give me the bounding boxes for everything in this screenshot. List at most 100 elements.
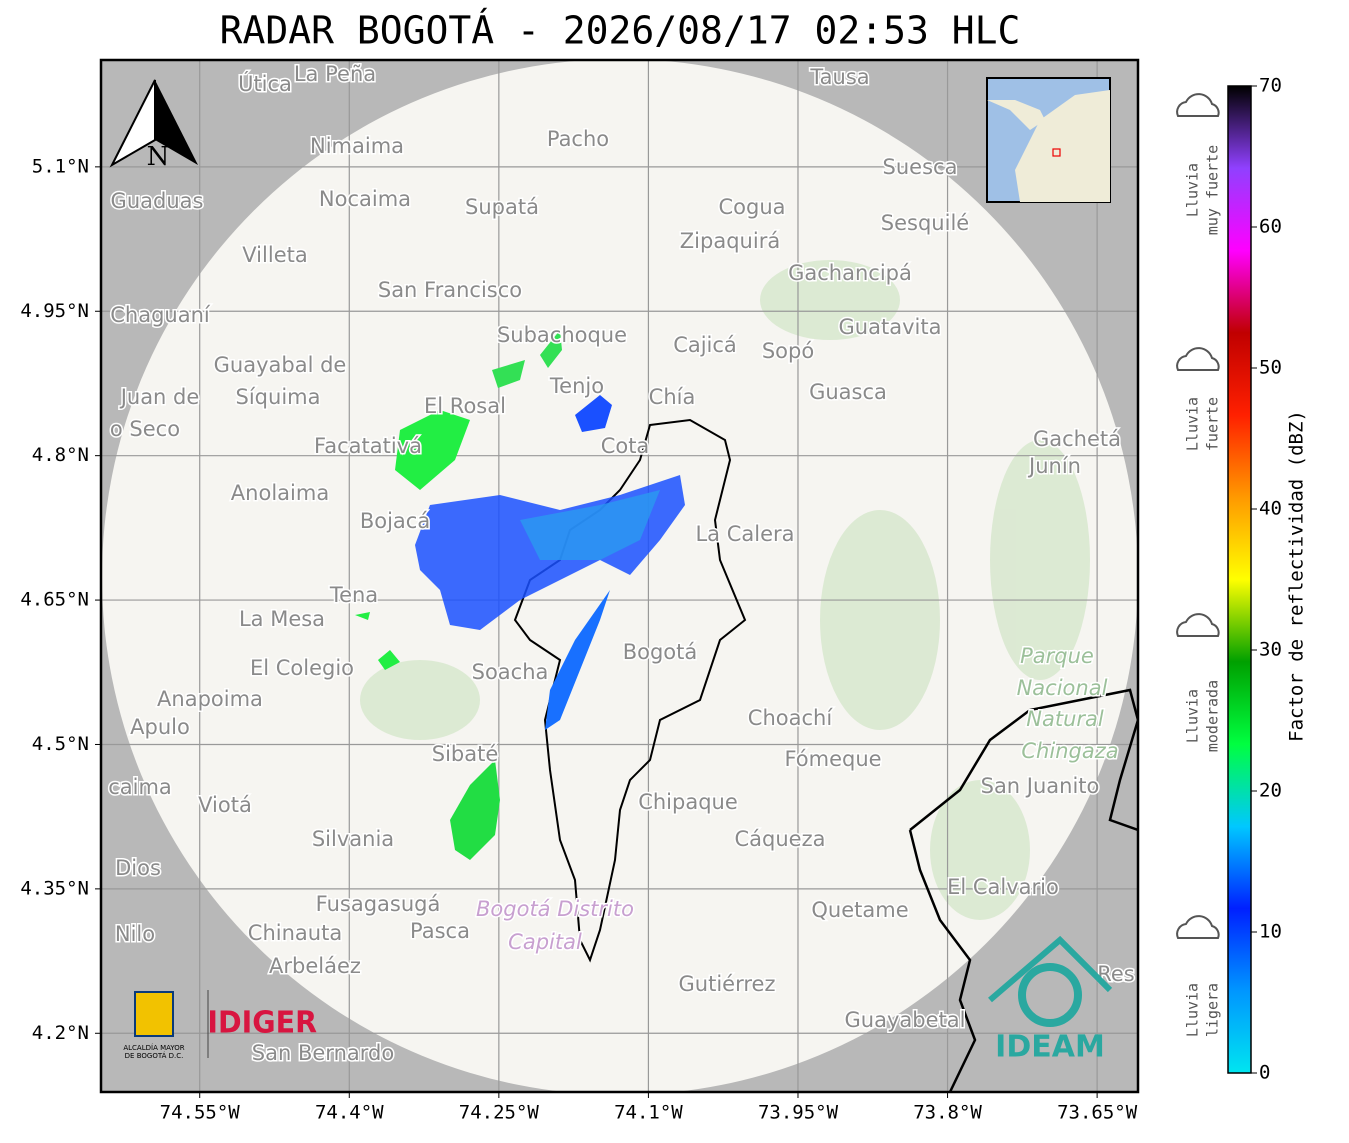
place-label: Pacho bbox=[547, 127, 609, 151]
place-label: o Seco bbox=[110, 417, 180, 441]
place-label: Chía bbox=[649, 385, 696, 409]
place-label: Guaduas bbox=[111, 189, 204, 213]
place-label: Chaguaní bbox=[110, 303, 211, 327]
place-label: Viotá bbox=[198, 793, 252, 817]
place-label: La Mesa bbox=[239, 607, 325, 631]
colorbar-tick-label: 30 bbox=[1259, 639, 1282, 661]
logos: ALCALDÍA MAYOR DE BOGOTÁ D.C. IDIGER IDE… bbox=[123, 935, 1113, 1065]
place-label: Subachoque bbox=[497, 323, 627, 347]
radar-echo bbox=[520, 490, 660, 560]
place-label: Cáqueza bbox=[735, 827, 826, 851]
x-tick-label: 73.8°W bbox=[913, 1102, 982, 1124]
place-label: Bogotá bbox=[623, 640, 698, 664]
map-frame bbox=[99, 58, 1140, 1094]
colorbar-tick-label: 60 bbox=[1259, 216, 1282, 238]
place-label: Guayabetal bbox=[845, 1008, 966, 1032]
radar-echo bbox=[395, 410, 470, 490]
park-label: Chingaza bbox=[1021, 739, 1118, 763]
colorbar-tick-label: 70 bbox=[1259, 75, 1282, 97]
place-label: El Colegio bbox=[250, 656, 354, 680]
place-label: El Rosal bbox=[424, 394, 506, 418]
ideam-roof bbox=[988, 935, 1113, 1003]
place-label: Arbeláez bbox=[269, 954, 361, 978]
alcaldia-text: ALCALDÍA MAYOR bbox=[123, 1043, 184, 1052]
place-label: Chipaque bbox=[638, 790, 738, 814]
place-label: Cajicá bbox=[673, 333, 737, 357]
colorbar-tick-label: 50 bbox=[1259, 357, 1282, 379]
legend-label: Lluvia bbox=[1184, 163, 1202, 217]
place-label: Dios bbox=[115, 856, 161, 880]
radar-echo bbox=[575, 395, 612, 432]
y-tick-label: 4.5°N bbox=[32, 733, 89, 755]
colorbar-tick-label: 40 bbox=[1259, 498, 1282, 520]
place-label: Guatavita bbox=[839, 315, 942, 339]
places: Útica La Peña Tausa Pacho Nimaima Guaduas Noca… bbox=[107, 61, 1137, 1067]
x-tick-label: 73.65°W bbox=[1057, 1102, 1138, 1124]
place-label: San Francisco bbox=[378, 278, 522, 302]
y-tick-label: 4.2°N bbox=[32, 1022, 89, 1044]
place-label: Pasca bbox=[410, 919, 470, 943]
alcaldia-text: DE BOGOTÁ D.C. bbox=[125, 1051, 184, 1060]
place-label: Gachancipá bbox=[788, 261, 912, 285]
x-tick-label: 73.95°W bbox=[758, 1102, 839, 1124]
place-label: caima bbox=[108, 775, 172, 799]
department-boundary bbox=[908, 688, 1138, 1092]
x-tick-label: 74.25°W bbox=[459, 1102, 540, 1124]
y-tick-label: 4.8°N bbox=[32, 444, 89, 466]
colorbar-tick-label: 10 bbox=[1259, 921, 1282, 943]
place-label: Nilo bbox=[115, 922, 155, 946]
y-tick-label: 4.65°N bbox=[20, 589, 89, 611]
place-label: Gachetá bbox=[1033, 427, 1121, 451]
place-label: Cota bbox=[601, 434, 650, 458]
radar-echo bbox=[355, 612, 400, 670]
legend-label: muy fuerte bbox=[1204, 145, 1222, 235]
place-label: Tenjo bbox=[549, 374, 604, 398]
place-label: Apulo bbox=[130, 715, 190, 739]
place-label: Gutiérrez bbox=[679, 972, 776, 996]
place-label: Anolaima bbox=[231, 481, 329, 505]
place-label: Nimaima bbox=[310, 134, 404, 158]
grid bbox=[101, 60, 1138, 1092]
place-label: El Calvario bbox=[947, 875, 1059, 899]
place-label: Supatá bbox=[465, 195, 539, 219]
y-tick-label: 5.1°N bbox=[32, 155, 89, 177]
place-label: Junín bbox=[1027, 454, 1081, 478]
north-arrow: N bbox=[109, 79, 198, 172]
idiger-logo: IDIGER bbox=[207, 1005, 317, 1040]
map: Útica La Peña Tausa Pacho Nimaima Guaduas Noca… bbox=[101, 60, 1138, 1092]
inset-map bbox=[986, 77, 1111, 203]
north-label: N bbox=[147, 142, 170, 172]
colorbar bbox=[1227, 85, 1252, 1074]
place-label: Tausa bbox=[809, 65, 869, 89]
place-label: Chinauta bbox=[248, 921, 342, 945]
ideam-swirl bbox=[1018, 963, 1082, 1027]
y-tick-label: 4.95°N bbox=[20, 300, 89, 322]
radar-echo bbox=[492, 330, 562, 388]
place-label: Fómeque bbox=[784, 747, 881, 771]
legend-label: Lluvia bbox=[1184, 983, 1202, 1037]
alcaldia-shield bbox=[134, 991, 174, 1037]
place-label: Facatativá bbox=[314, 434, 422, 458]
place-label: La Calera bbox=[695, 522, 794, 546]
place-label: Nocaima bbox=[319, 187, 411, 211]
radar-echo bbox=[450, 760, 500, 860]
colorbar-tick-label: 0 bbox=[1259, 1062, 1270, 1084]
place-label: Quetame bbox=[811, 898, 908, 922]
radar-echo bbox=[545, 590, 610, 730]
place-label: San Juanito bbox=[981, 774, 1100, 798]
axes: 74.55°W 74.4°W 74.25°W 74.1°W 73.95°W 73.8°W 7… bbox=[20, 155, 1137, 1123]
place-label: Útica bbox=[238, 71, 292, 96]
park-label: Parque bbox=[1020, 644, 1094, 668]
place-label: Cogua bbox=[718, 195, 785, 219]
legend-label: ligera bbox=[1204, 983, 1222, 1037]
district-label: Bogotá Distrito bbox=[476, 897, 634, 921]
colorbar-label: Factor de reflectividad (dBZ) bbox=[1286, 410, 1308, 742]
y-tick-label: 4.35°N bbox=[20, 877, 89, 899]
park-label: Nacional bbox=[1017, 676, 1108, 700]
vegetation bbox=[360, 260, 1090, 920]
place-label: Sesquilé bbox=[881, 211, 969, 235]
place-label: Sibaté bbox=[432, 742, 499, 766]
place-label: Tena bbox=[329, 583, 378, 607]
